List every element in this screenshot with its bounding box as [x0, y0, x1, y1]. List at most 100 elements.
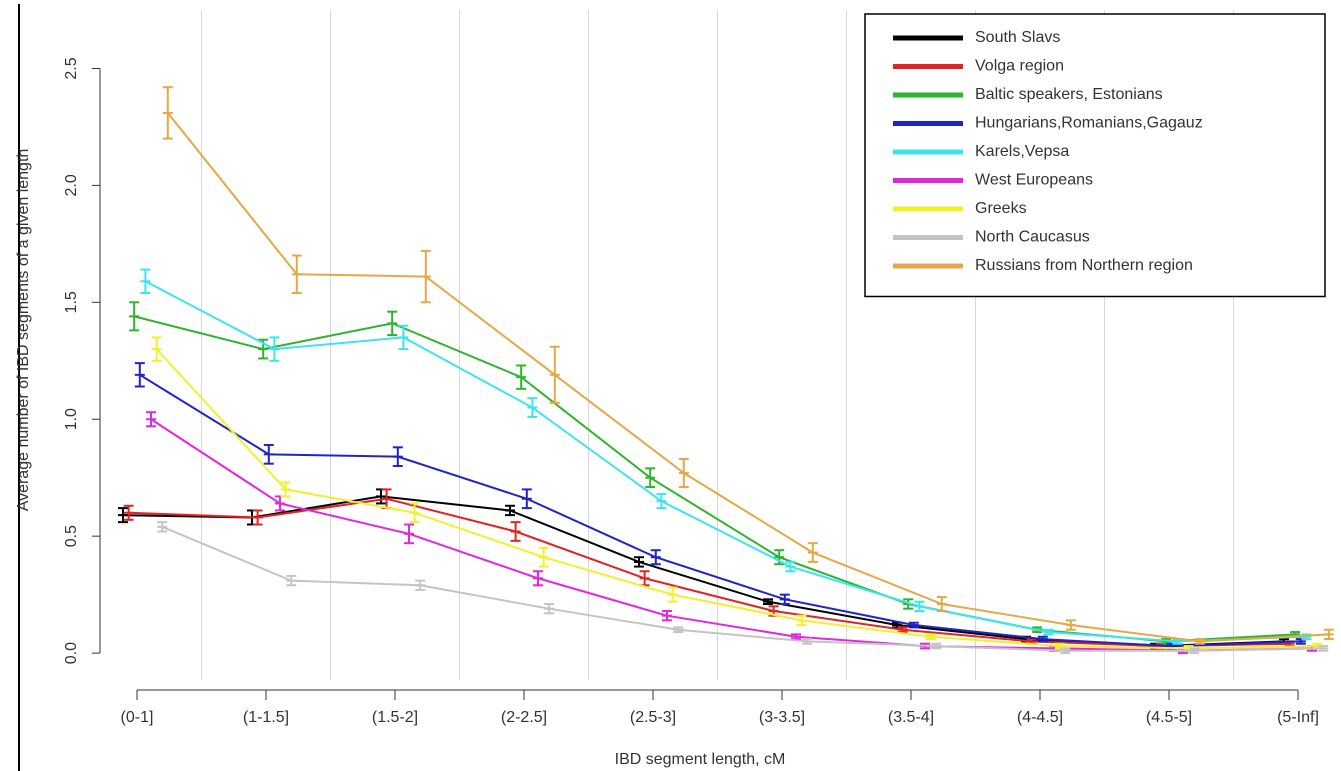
error-bar	[538, 546, 549, 568]
error-bar	[252, 509, 263, 526]
error-bar	[286, 574, 297, 587]
legend-label: Karels,Vepsa	[975, 143, 1069, 160]
error-bar	[280, 481, 291, 498]
x-axis-label: IBD segment length, cM	[615, 751, 786, 768]
error-bar	[678, 458, 689, 489]
error-bar	[549, 345, 560, 404]
x-tick-label: (1.5-2]	[372, 709, 418, 726]
error-bar	[1323, 628, 1334, 641]
error-bar	[802, 638, 813, 645]
error-bar	[118, 507, 128, 524]
error-bar	[763, 598, 773, 605]
error-bar	[662, 610, 672, 622]
error-bar	[415, 579, 426, 591]
error-bar	[381, 488, 392, 510]
y-tick-label: 0.0	[63, 642, 80, 664]
x-tick-label: (4.5-5]	[1146, 709, 1192, 726]
error-bar	[791, 633, 801, 641]
series-line	[155, 348, 1318, 650]
error-bar	[1318, 645, 1329, 652]
error-bar	[936, 595, 947, 613]
y-tick-label: 1.5	[63, 291, 80, 313]
error-bar	[533, 570, 543, 587]
legend-label: South Slavs	[975, 29, 1060, 46]
error-bar	[129, 301, 140, 332]
error-bar	[908, 621, 919, 629]
x-tick-label: (5-Inf]	[1277, 709, 1319, 726]
error-bar	[146, 411, 156, 428]
x-tick-label: (3.5-4]	[888, 709, 934, 726]
error-bar	[796, 614, 807, 627]
error-bar	[650, 549, 661, 566]
legend-label: Volga region	[975, 58, 1064, 75]
series-line	[133, 315, 1296, 643]
x-tick-label: (0-1]	[121, 709, 154, 726]
error-bar	[807, 542, 818, 563]
error-bar	[510, 521, 521, 542]
legend-label: Hungarians,Romanians,Gagauz	[975, 115, 1203, 132]
error-bar	[634, 556, 644, 568]
series-line	[128, 497, 1290, 648]
error-bar	[404, 523, 414, 545]
error-bar	[931, 642, 942, 650]
error-bar	[392, 446, 403, 468]
error-bar	[897, 626, 908, 634]
error-bar	[645, 467, 656, 489]
error-bar	[151, 336, 162, 362]
error-bar	[398, 324, 409, 351]
legend-label: Greeks	[975, 200, 1027, 217]
legend-label: Baltic speakers, Estonians	[975, 86, 1163, 103]
error-bar	[505, 504, 515, 517]
error-bar	[291, 254, 302, 294]
error-bar	[162, 86, 173, 140]
series-line	[150, 418, 1313, 652]
series-line	[161, 525, 1324, 652]
x-tick-label: (1-1.5]	[243, 709, 289, 726]
error-bar	[925, 633, 936, 641]
legend-label: West Europeans	[975, 172, 1093, 189]
error-bar	[420, 249, 431, 304]
legend-box	[864, 13, 1326, 298]
error-bar	[1065, 619, 1076, 631]
y-tick-label: 2.5	[63, 57, 80, 79]
y-tick-label: 2.0	[63, 174, 80, 196]
error-bar	[673, 626, 684, 634]
error-bar	[516, 364, 527, 390]
error-bar	[1189, 647, 1200, 655]
error-bar	[263, 443, 274, 465]
error-bar	[376, 488, 386, 505]
error-bar	[134, 362, 145, 388]
error-bar	[914, 600, 925, 613]
error-bar	[157, 521, 168, 533]
y-tick-label: 0.5	[63, 525, 80, 547]
error-bar	[639, 570, 650, 587]
x-tick-label: (2.5-3]	[630, 709, 676, 726]
legend-label: Russians from Northern region	[975, 257, 1193, 274]
x-tick-label: (2-2.5]	[501, 709, 547, 726]
error-bar	[123, 504, 134, 521]
error-bar	[667, 586, 678, 603]
error-bar	[521, 488, 532, 510]
error-bar	[1194, 638, 1205, 645]
error-bar	[544, 602, 555, 615]
y-tick-label: 1.0	[63, 408, 80, 430]
error-bar	[1060, 647, 1071, 655]
legend-label: North Caucasus	[975, 229, 1090, 246]
error-bar	[903, 598, 914, 610]
error-bar	[656, 493, 667, 510]
x-tick-label: (4-4.5]	[1017, 709, 1063, 726]
error-bar	[269, 336, 280, 362]
error-bar	[779, 593, 790, 605]
error-bar	[785, 560, 796, 573]
y-axis-label: Average number of IBD segments of a give…	[15, 149, 32, 512]
error-bar	[140, 268, 151, 294]
error-bar	[275, 495, 285, 512]
series-line	[122, 495, 1285, 648]
error-bar	[1037, 635, 1048, 643]
series-line	[167, 112, 1329, 643]
series-line	[139, 373, 1301, 648]
x-tick-label: (3-3.5]	[759, 709, 805, 726]
series-line	[144, 280, 1307, 643]
error-bar	[409, 502, 420, 524]
